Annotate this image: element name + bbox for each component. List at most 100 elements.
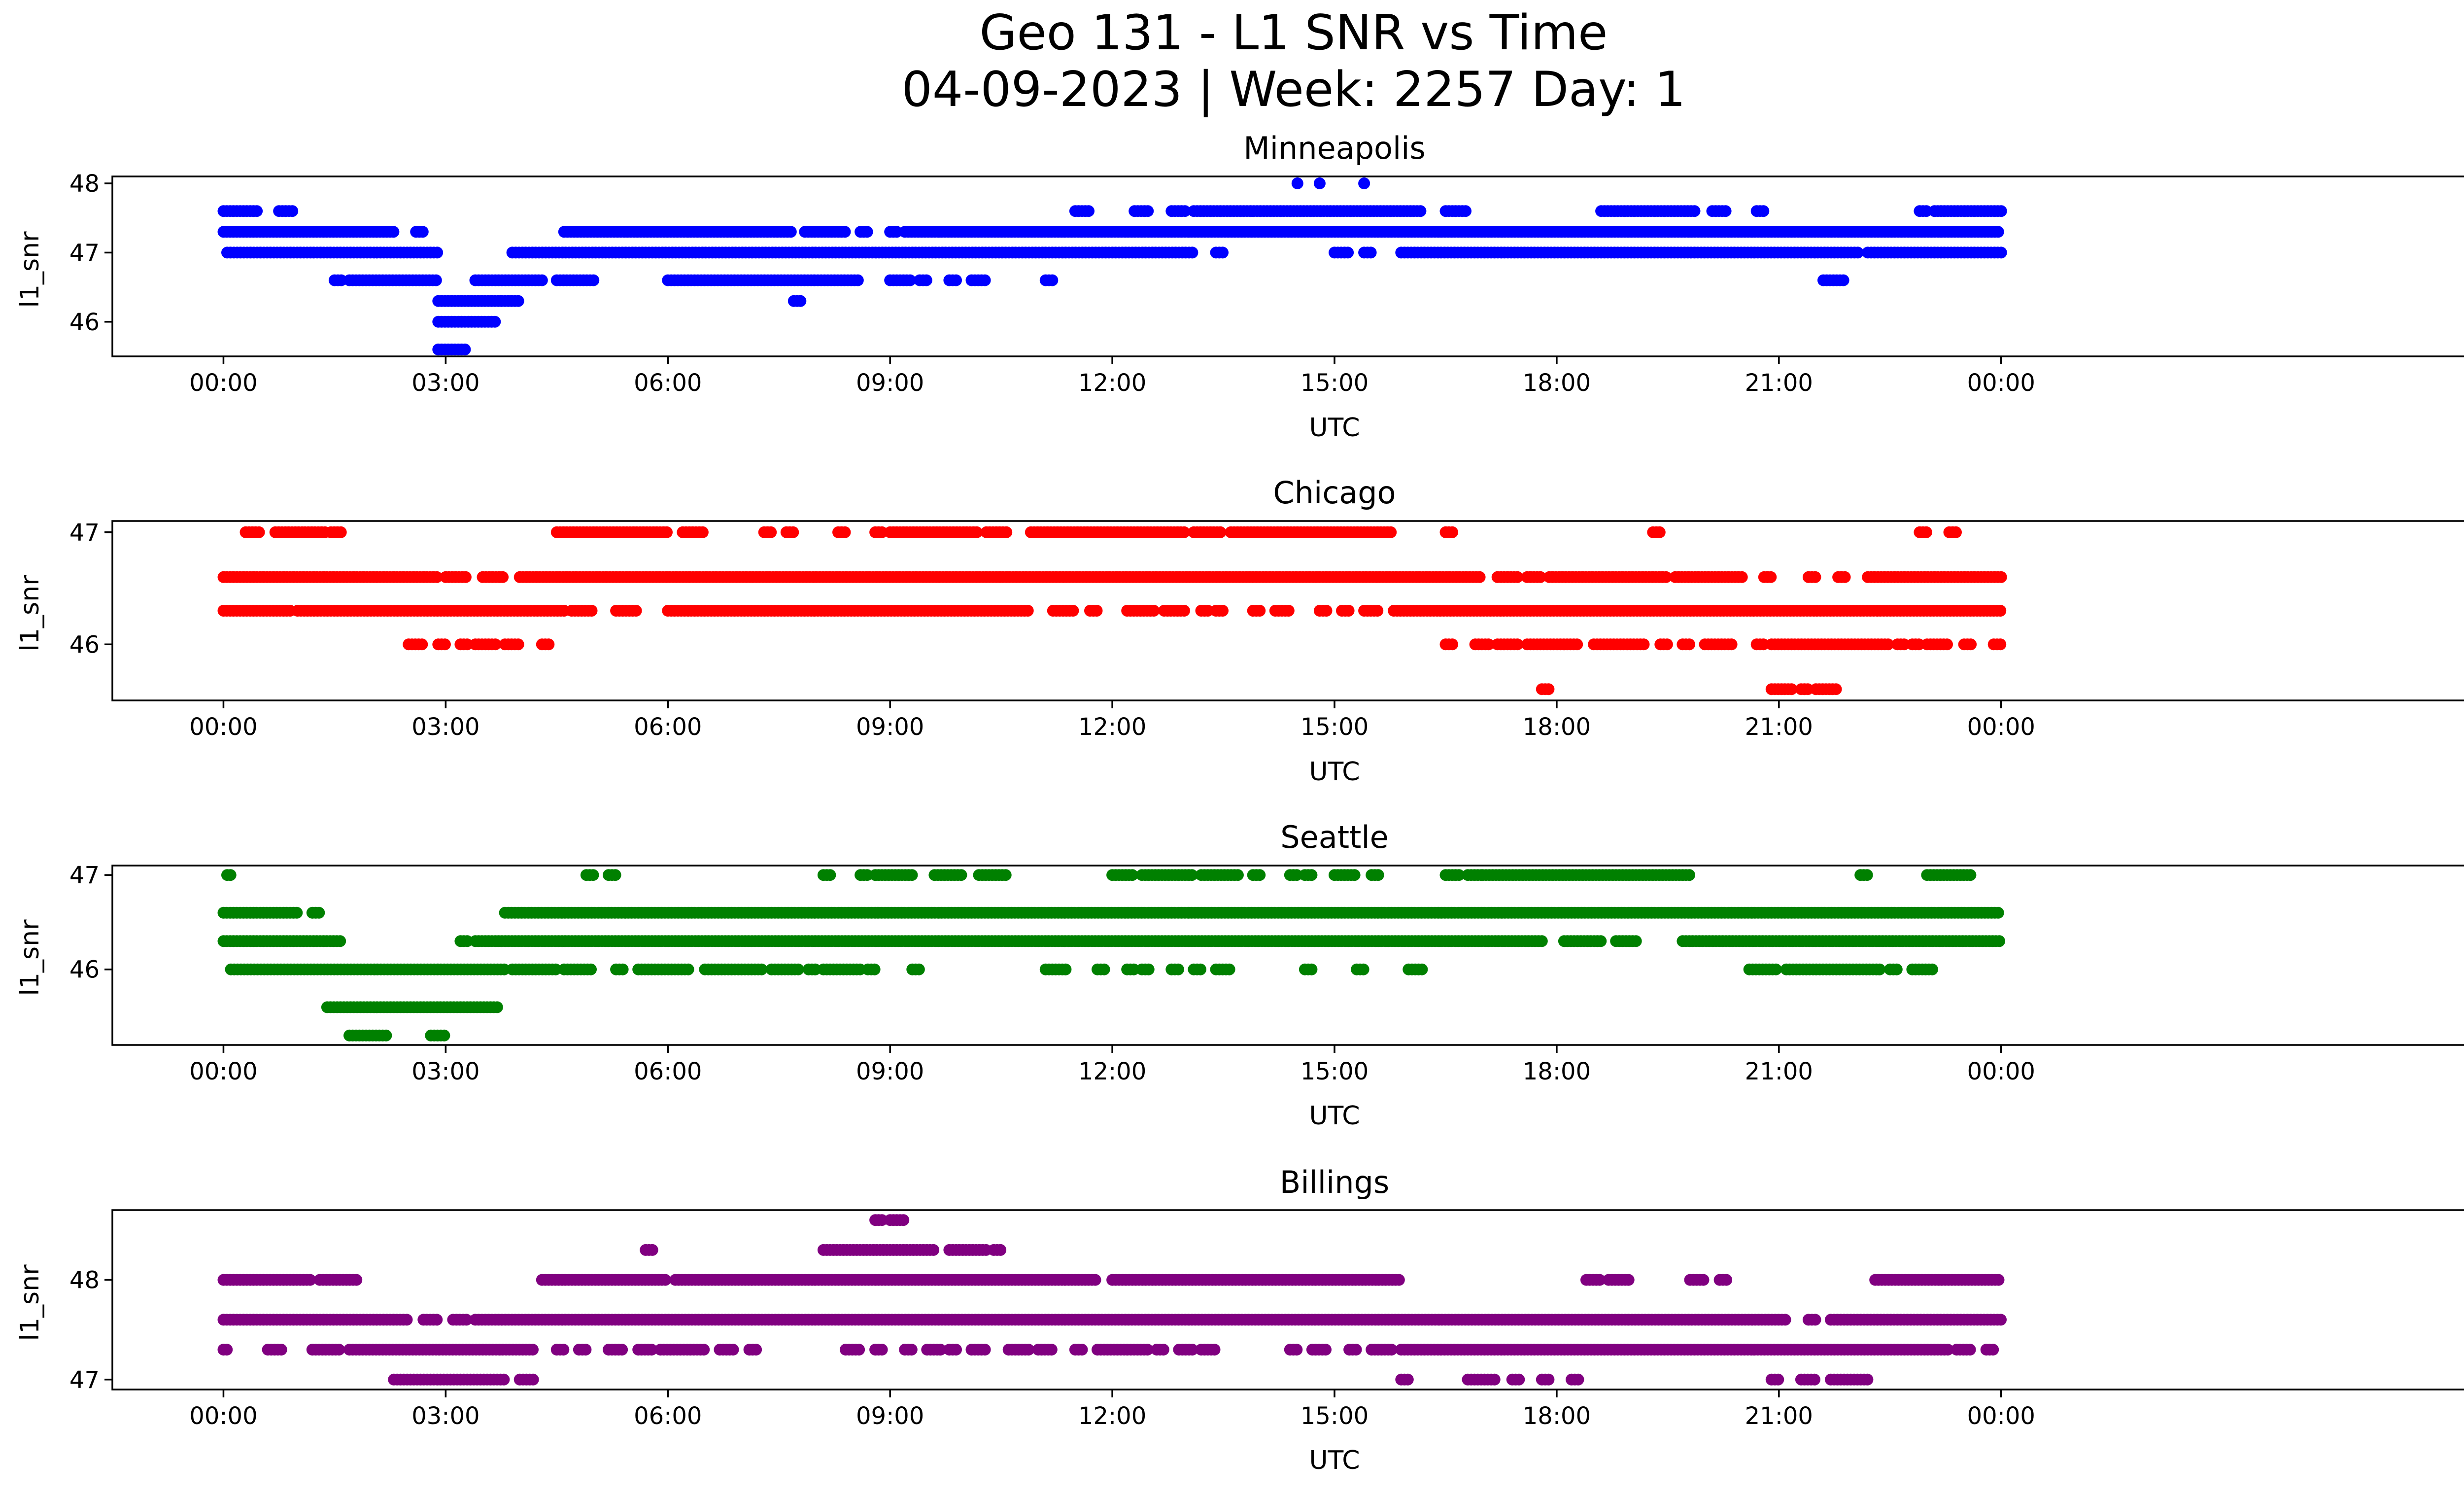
x-axis-label: UTC [1309,413,1360,443]
data-point [839,226,851,238]
data-point [459,571,472,583]
y-tick-label: 47 [69,862,100,889]
data-point [927,1244,940,1256]
data-point [401,1314,413,1326]
data-point [1305,963,1318,975]
data-point [1995,205,2007,217]
x-tick-label: 09:00 [856,369,924,397]
x-tick-label: 12:00 [1078,369,1146,397]
data-point [1178,526,1190,538]
data-point [1861,869,1873,881]
x-tick-label: 06:00 [634,369,702,397]
data-point [335,526,347,538]
x-axis-label: UTC [1309,1446,1360,1475]
data-point [1920,526,1932,538]
data-point [1446,526,1458,538]
data-point [1830,683,1842,695]
data-point [1725,638,1738,651]
data-point [439,638,451,651]
data-point [1414,205,1427,217]
data-point [646,1244,658,1256]
data-point [994,1244,1007,1256]
data-point [839,526,851,538]
data-point [1992,906,2004,919]
data-point [904,274,916,286]
data-point [431,571,443,583]
data-point [1372,869,1384,881]
data-point [1757,205,1770,217]
data-point [286,205,299,217]
data-point [792,963,804,975]
data-point [1342,246,1354,259]
data-point [1365,246,1377,259]
x-tick-label: 18:00 [1523,1058,1591,1085]
data-point [416,226,429,238]
data-point [1371,605,1384,617]
data-point [785,226,797,238]
data-point [587,274,600,286]
data-point [852,274,864,286]
y-tick-label: 46 [69,631,100,659]
panel-title: Billings [1280,1164,1389,1200]
data-point [459,344,471,355]
data-point [489,315,501,328]
data-point [765,526,777,538]
panel-seattle: Seattle UTC l1_snr 00:00 03:00 06:00 09:00 1… [15,819,2464,1131]
data-point [1142,205,1154,217]
data-point [1630,935,1642,947]
axes-frame [111,865,2464,1046]
data-point [1995,571,2007,583]
data-point [1890,963,1903,975]
x-tick-label: 12:00 [1078,1058,1146,1085]
data-point [1254,869,1266,881]
data-point [380,1029,392,1042]
data-point [1683,638,1695,651]
data-point [1595,935,1607,947]
data-point [1837,274,1849,286]
data-point [536,274,548,286]
x-tick-label: 03:00 [411,713,479,741]
data-point [861,226,873,238]
x-tick-label: 09:00 [856,1058,924,1085]
data-points [217,1214,2007,1386]
data-point [491,1001,503,1013]
data-point [1446,638,1458,651]
x-tick-label: 21:00 [1745,369,1813,397]
x-tick-label: 06:00 [634,713,702,741]
data-point [1223,963,1235,975]
data-point [1809,571,1821,583]
figure-title-line1: Geo 131 - L1 SNR vs Time [980,5,1608,61]
data-point [1172,963,1184,975]
data-point [313,906,325,919]
data-point [1473,571,1486,583]
data-point [585,605,598,617]
data-point [1214,526,1227,538]
data-point [1416,963,1428,975]
data-point [585,963,597,975]
x-tick-label: 03:00 [411,369,479,397]
data-point [682,963,694,975]
x-tick-label: 03:00 [411,1058,479,1085]
x-axis-label: UTC [1309,757,1360,787]
data-point [335,274,347,286]
data-point [416,638,428,651]
data-point [876,526,888,538]
data-point [1046,274,1059,286]
data-point [512,638,524,651]
data-point [1000,526,1013,538]
data-point [1393,1274,1405,1286]
y-axis-label: l1_snr [15,1264,45,1341]
data-point [630,605,642,617]
data-point [1683,869,1695,881]
data-point [1720,1274,1733,1286]
data-point [1653,526,1666,538]
x-tick-label: 21:00 [1745,1058,1813,1085]
data-point [1994,638,2007,651]
data-points [217,526,2007,695]
data-point [1098,963,1110,975]
data-point [1839,571,1851,583]
data-point [1091,605,1103,617]
data-point [868,963,881,975]
data-point [1186,246,1198,259]
